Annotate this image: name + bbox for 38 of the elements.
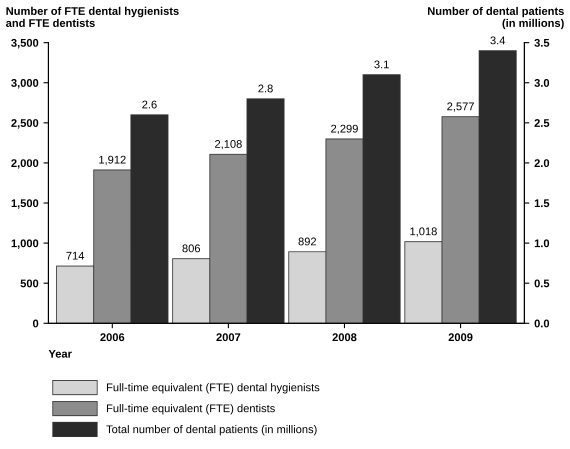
data-label: 806 (182, 244, 200, 252)
y-tick-label: 3,500 (11, 38, 38, 48)
y2-tick-label: 3.0 (534, 79, 550, 87)
data-label: 2,299 (331, 124, 358, 134)
data-label: 1,018 (410, 227, 437, 237)
y-axis-title: Number of FTE dental hygienists and FTE dentists (6, 6, 179, 27)
x-tick-label: 2006 (100, 333, 124, 342)
y-tick-label: 500 (20, 279, 38, 288)
y-tick-label: 2,500 (11, 119, 38, 129)
data-label: 3.4 (490, 36, 506, 44)
y-tick-label: 1,500 (12, 199, 38, 209)
x-tick-label: 2007 (216, 333, 240, 342)
y2-tick-label: 1.5 (534, 199, 550, 208)
legend-label: Full-time equivalent (FTE) dental hygienists (106, 383, 320, 394)
data-label: 714 (66, 252, 84, 260)
x-tick-label: 2008 (332, 333, 356, 342)
y2-tick-label: 0.5 (534, 279, 550, 288)
data-label: 2,108 (215, 140, 242, 150)
x-axis-title: Year (48, 350, 72, 358)
data-label: 2,577 (447, 102, 474, 112)
y-tick-label: 3,000 (11, 79, 38, 88)
y2-tick-label: 2.0 (534, 159, 550, 168)
data-label: 1,912 (99, 156, 126, 165)
y2-tick-label: 2.5 (534, 119, 550, 127)
data-label: 3.1 (374, 60, 389, 68)
y-tick-label: 0 (32, 320, 38, 328)
y-tick-label: 2,000 (11, 159, 38, 169)
x-tick-label: 2009 (448, 333, 472, 342)
legend-label: Full-time equivalent (FTE) dentists (106, 404, 275, 414)
data-label: 892 (298, 238, 316, 246)
data-label: 2.6 (142, 100, 157, 108)
y2-axis-title: Number of dental patients (in millions) (428, 6, 564, 30)
y2-tick-label: 3.5 (534, 38, 550, 47)
y-tick-label: 1,000 (12, 239, 38, 249)
y2-tick-label: 1.0 (534, 239, 550, 248)
y2-tick-label: 0.0 (534, 320, 550, 328)
legend-label: Total number of dental patients (in millions) (106, 425, 317, 436)
data-label: 2.8 (258, 84, 273, 92)
